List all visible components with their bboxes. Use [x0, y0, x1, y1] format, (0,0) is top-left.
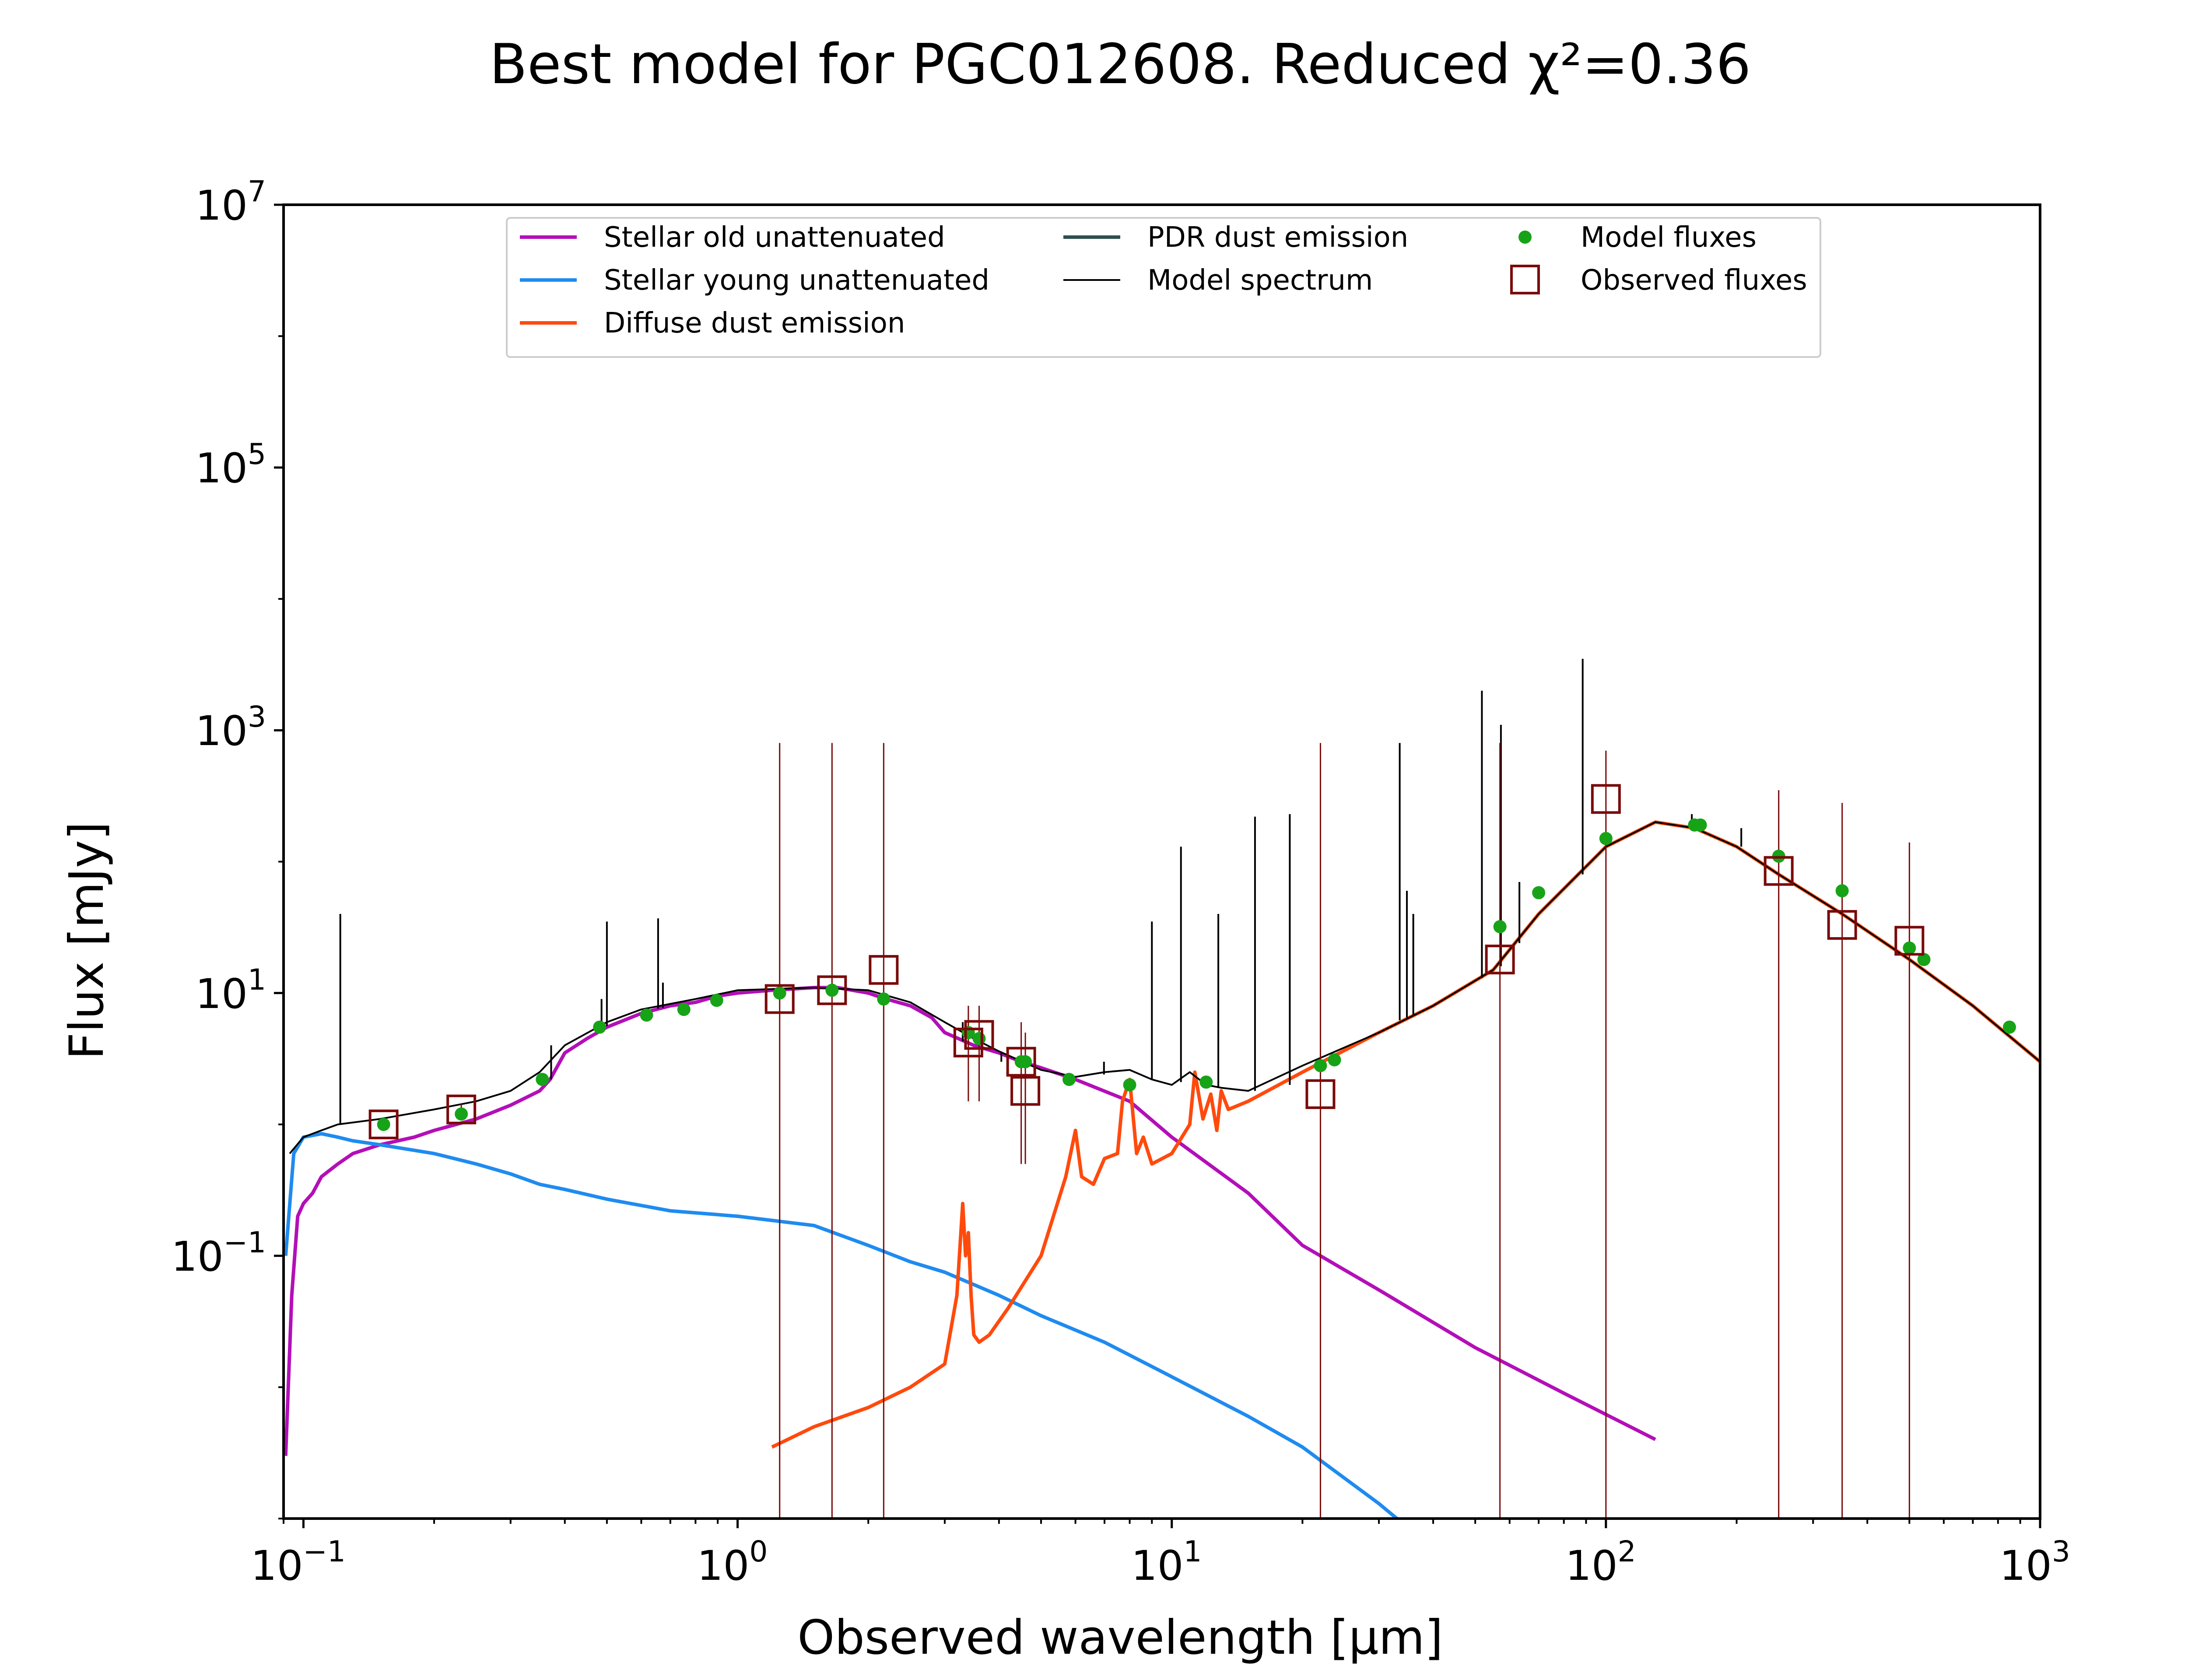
model-flux-point-25: [1835, 884, 1849, 898]
observed-flux-marker-4: [869, 955, 899, 985]
x-tick-base: 10: [1999, 1542, 2052, 1590]
model-flux-point-28: [2002, 1020, 2016, 1034]
model-flux-point-21: [1599, 832, 1613, 845]
model-flux-point-16: [1199, 1075, 1213, 1089]
model-flux-point-4: [640, 1008, 653, 1022]
model-flux-point-1: [455, 1107, 468, 1121]
x-tick-base: 10: [697, 1542, 750, 1590]
x-tick-exponent: 0: [749, 1535, 768, 1568]
x-tick-label: 100: [697, 1535, 768, 1590]
y-tick-base: 10: [195, 182, 248, 230]
model-flux-point-23: [1694, 818, 1707, 832]
legend-label-0: Stellar old unattenuated: [604, 221, 945, 254]
x-tick-label: 10−1: [251, 1535, 346, 1590]
model-flux-point-9: [877, 992, 891, 1006]
observed-flux-marker-14: [1894, 926, 1925, 956]
y-tick-base: 10: [171, 1233, 224, 1281]
model-flux-point-18: [1328, 1053, 1341, 1067]
legend-label-3: PDR dust emission: [1147, 221, 1408, 254]
y-tick-label: 101: [195, 963, 266, 1018]
y-tick-base: 10: [195, 970, 248, 1018]
model-flux-point-27: [1917, 953, 1931, 966]
y-tick-label: 105: [195, 438, 266, 493]
x-tick-base: 10: [251, 1542, 303, 1590]
series-line-3: [289, 821, 2040, 1154]
series-line-1: [284, 1132, 1398, 1519]
observed-flux-marker-3: [817, 975, 847, 1005]
model-flux-point-17: [1314, 1059, 1327, 1072]
y-tick-exponent: 1: [248, 963, 266, 997]
model-flux-point-2: [536, 1073, 549, 1086]
observed-flux-marker-9: [1305, 1079, 1336, 1109]
x-tick-label: 103: [1999, 1535, 2070, 1590]
x-tick-base: 10: [1565, 1542, 1618, 1590]
y-tick-exponent: 3: [248, 700, 266, 734]
legend-label-1: Stellar young unattenuated: [604, 264, 989, 297]
x-tick-exponent: −1: [303, 1535, 346, 1568]
y-tick-base: 10: [195, 445, 248, 493]
observed-flux-marker-8: [1010, 1076, 1041, 1106]
x-tick-exponent: 2: [1618, 1535, 1636, 1568]
model-flux-point-13: [1019, 1055, 1032, 1068]
legend-label-6: Observed fluxes: [1581, 264, 1807, 297]
observed-flux-marker-11: [1591, 784, 1621, 814]
y-tick-exponent: 7: [248, 175, 266, 208]
legend-box: [506, 217, 1821, 358]
model-flux-point-19: [1493, 920, 1507, 934]
y-tick-label: 107: [195, 175, 266, 230]
y-tick-exponent: −1: [224, 1225, 266, 1259]
model-flux-point-11: [972, 1032, 986, 1045]
series-line-0: [284, 986, 1656, 1456]
model-flux-point-15: [1123, 1078, 1136, 1092]
x-tick-label: 102: [1565, 1535, 1636, 1590]
observed-flux-marker-6: [964, 1020, 994, 1050]
legend-label-2: Diffuse dust emission: [604, 307, 905, 340]
model-flux-point-20: [1532, 886, 1546, 900]
legend-label-5: Model fluxes: [1581, 221, 1757, 254]
model-flux-point-3: [593, 1020, 607, 1034]
observed-flux-marker-1: [446, 1094, 477, 1124]
observed-flux-marker-5: [953, 1027, 983, 1057]
x-axis-label: Observed wavelength [μm]: [797, 1610, 1443, 1665]
model-flux-point-8: [825, 984, 839, 997]
model-flux-point-5: [677, 1003, 691, 1016]
y-tick-label: 103: [195, 700, 266, 755]
model-flux-point-6: [710, 994, 723, 1007]
observed-flux-marker-13: [1827, 910, 1857, 940]
plot-area: [284, 658, 2040, 1519]
model-flux-point-14: [1062, 1073, 1076, 1086]
observed-flux-marker-2: [764, 984, 795, 1014]
model-flux-point-26: [1903, 941, 1916, 955]
x-tick-label: 101: [1131, 1535, 1202, 1590]
legend-swatch-6: [1510, 265, 1540, 294]
observed-flux-marker-12: [1764, 856, 1794, 886]
x-tick-exponent: 3: [2052, 1535, 2070, 1568]
legend-label-4: Model spectrum: [1147, 264, 1373, 297]
model-flux-point-0: [377, 1118, 390, 1131]
legend: Stellar old unattenuated Stellar young un…: [506, 217, 1821, 358]
x-tick-base: 10: [1131, 1542, 1184, 1590]
observed-flux-marker-7: [1006, 1046, 1036, 1077]
observed-flux-marker-10: [1485, 945, 1515, 975]
x-tick-exponent: 1: [1184, 1535, 1202, 1568]
chart-title: Best model for PGC012608. Reduced χ²=0.3…: [490, 32, 1751, 96]
y-tick-base: 10: [195, 707, 248, 755]
observed-flux-marker-0: [368, 1110, 399, 1140]
y-tick-exponent: 5: [248, 438, 266, 471]
legend-swatch-5: [1518, 231, 1532, 244]
y-axis-label: Flux [mJy]: [60, 822, 114, 1060]
model-flux-point-7: [773, 986, 786, 1000]
x-axis: 10−1 100 101 102 103: [251, 1519, 2070, 1590]
y-tick-label: 10−1: [171, 1225, 266, 1281]
